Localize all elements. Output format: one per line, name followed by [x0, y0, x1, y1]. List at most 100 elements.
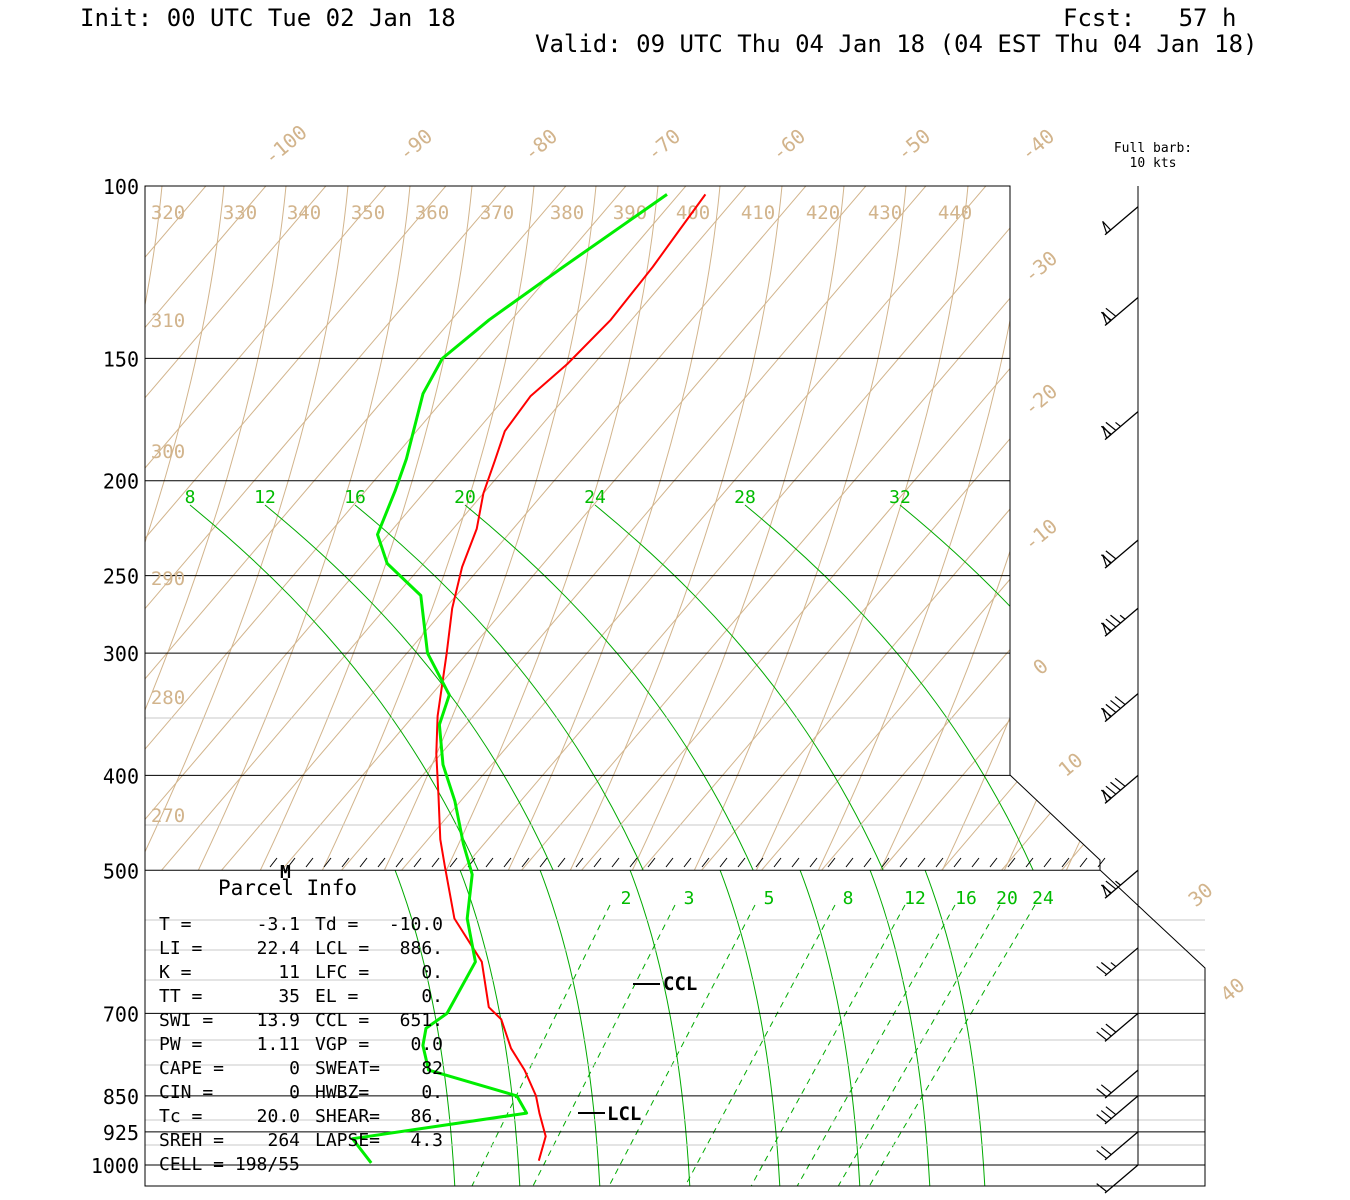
parcel-info-value: 20.0	[257, 1106, 300, 1127]
theta-e-label: 16	[344, 487, 366, 508]
mixing-ratio-label: 8	[843, 888, 854, 909]
parcel-info-label: Td =	[315, 914, 359, 935]
m-marker: M	[280, 862, 291, 883]
mixing-ratio-label: 20	[996, 888, 1018, 909]
theta-label: 330	[223, 202, 257, 224]
isotherm-line	[145, 186, 481, 870]
wind-barb	[1100, 693, 1139, 723]
lcl-label: LCL	[607, 1103, 641, 1125]
isotherm-line	[419, 186, 1100, 870]
dry-adiabat-line	[145, 186, 411, 870]
mixing-ratio-lines	[145, 870, 1205, 1186]
hatch-mark	[1097, 857, 1106, 868]
hatch-mark	[701, 857, 710, 868]
parcel-info-value: 35	[278, 986, 300, 1007]
theta-e-label: 20	[454, 487, 476, 508]
barb-full	[1100, 1027, 1112, 1037]
hatch-mark	[359, 857, 368, 868]
isotherm-label: 0	[1028, 654, 1053, 680]
barb-full	[1110, 781, 1121, 791]
theta-label: 300	[151, 441, 185, 463]
barb-full	[1096, 1114, 1108, 1123]
lower-frame	[144, 869, 1206, 1187]
dry-adiabat-line	[773, 186, 1100, 870]
dry-adiabat-line	[401, 186, 783, 870]
init-time: Init: 00 UTC Tue 02 Jan 18	[80, 4, 456, 32]
hatch-mark	[503, 857, 512, 868]
dry-adiabat-line	[897, 186, 1100, 870]
hatch-mark	[1025, 857, 1034, 868]
parcel-info-label: CCL =	[315, 1010, 369, 1031]
isotherm-line	[145, 186, 181, 870]
dry-adiabat-line	[215, 186, 597, 870]
hatch-mark	[827, 857, 836, 868]
hatch-mark	[737, 857, 746, 868]
hatch-mark	[305, 857, 314, 868]
barb-full	[1105, 421, 1117, 431]
isotherm-line	[179, 186, 1081, 870]
mixing-ratio-label: 3	[684, 888, 695, 909]
isotherm-line	[145, 186, 421, 870]
isotherm-line	[145, 186, 361, 870]
parcel-info-label: SWEAT=	[315, 1058, 380, 1079]
hatch-mark	[431, 857, 440, 868]
hatch-mark	[611, 857, 620, 868]
hatch-mark	[521, 857, 530, 868]
dry-adiabat-line	[463, 186, 845, 870]
barb-full	[1105, 785, 1117, 795]
parcel-info-value: 13.9	[257, 1010, 300, 1031]
barb-full	[1100, 707, 1112, 717]
barb-full	[1100, 789, 1112, 799]
pressure-label: 400	[103, 764, 139, 788]
upper-frame	[144, 185, 1101, 870]
temperature-line	[435, 193, 707, 1161]
parcel-info-value: 4.3	[410, 1130, 443, 1151]
mixing-ratio-line	[608, 904, 756, 1186]
pressure-label: 850	[103, 1085, 139, 1109]
hatch-mark	[863, 857, 872, 868]
dry-adiabat-line	[649, 186, 1031, 870]
theta-label: 390	[613, 202, 647, 224]
hatch-mark	[683, 857, 692, 868]
parcel-info-value: 0.	[421, 1082, 443, 1103]
hatch-mark	[665, 857, 674, 868]
isotherm-line	[145, 186, 661, 870]
barb-staff	[1104, 1012, 1139, 1042]
pressure-label: 1000	[91, 1154, 139, 1178]
wind-barb	[1102, 206, 1139, 236]
mixing-ratio-label: 12	[904, 888, 926, 909]
hatch-mark	[917, 857, 926, 868]
parcel-info-label: T =	[159, 914, 192, 935]
parcel-info-label: CELL = 198/55	[159, 1154, 300, 1175]
hatch-mark	[575, 857, 584, 868]
parcel-info-label: K =	[159, 962, 192, 983]
hatch-mark	[449, 857, 458, 868]
pressure-label: 500	[103, 859, 139, 883]
parcel-info-value: 86.	[410, 1106, 443, 1127]
mixing-ratio-line	[684, 904, 836, 1186]
theta-e-line	[464, 504, 796, 870]
plot-frame	[144, 185, 1206, 1187]
sounding-profiles	[351, 193, 707, 1164]
dry-adiabat-line	[145, 186, 473, 870]
barb-half	[1119, 614, 1126, 620]
dry-adiabat-line	[835, 186, 1100, 870]
theta-e-label: 12	[254, 487, 276, 508]
barb-half	[1110, 962, 1117, 968]
pressure-label: 100	[103, 175, 139, 199]
parcel-info-value: 11	[278, 962, 300, 983]
parcel-info-label: SREH =	[159, 1130, 224, 1151]
isotherm-line	[959, 186, 1100, 870]
mixing-ratio-label: 16	[955, 888, 977, 909]
isotherm-label: 10	[1054, 748, 1088, 782]
barb-staff	[1104, 1095, 1139, 1125]
markers: M CCL LCL	[280, 862, 697, 1125]
isotherm-label: -100	[259, 120, 311, 169]
isotherm-line	[779, 186, 1100, 870]
dry-adiabat-line	[277, 186, 659, 870]
isotherm-line	[899, 186, 1100, 870]
hatch-mark	[899, 857, 908, 868]
wind-barb	[1100, 297, 1139, 327]
theta-label: 350	[351, 202, 385, 224]
parcel-info-value: 886.	[400, 938, 443, 959]
